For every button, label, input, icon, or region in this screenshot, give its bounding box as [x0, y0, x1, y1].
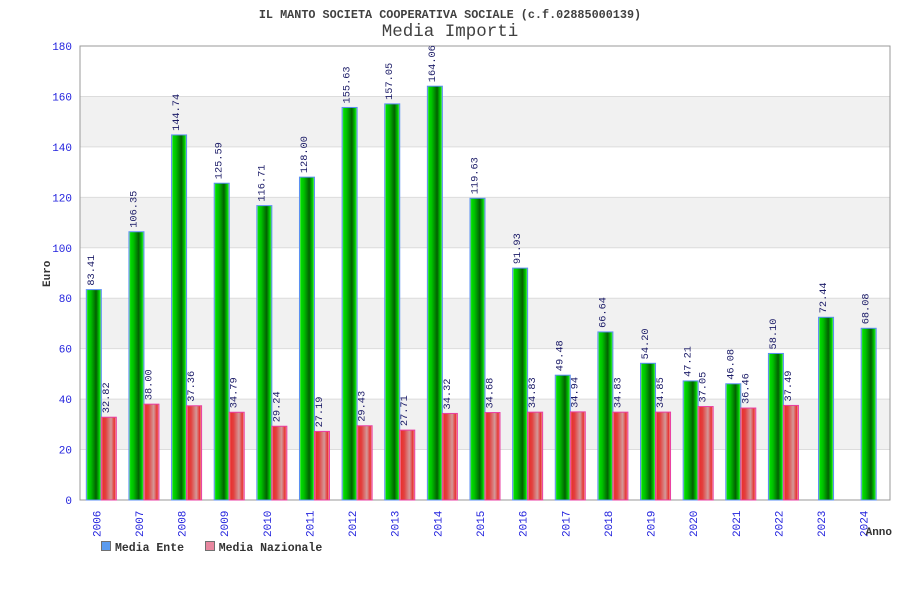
- svg-text:66.64: 66.64: [597, 297, 609, 328]
- svg-text:91.93: 91.93: [512, 233, 524, 264]
- svg-text:2009: 2009: [220, 511, 232, 537]
- svg-text:2018: 2018: [604, 511, 616, 537]
- svg-text:20: 20: [59, 446, 72, 458]
- svg-text:164.06: 164.06: [427, 45, 439, 82]
- svg-text:2007: 2007: [135, 511, 147, 537]
- svg-text:120: 120: [52, 193, 72, 205]
- svg-text:47.21: 47.21: [683, 346, 695, 377]
- svg-text:2021: 2021: [732, 510, 744, 537]
- svg-text:2016: 2016: [519, 511, 531, 537]
- svg-text:37.49: 37.49: [783, 371, 795, 402]
- svg-text:58.10: 58.10: [768, 319, 780, 350]
- svg-text:34.68: 34.68: [485, 378, 497, 409]
- svg-text:80: 80: [59, 294, 72, 306]
- svg-text:34.85: 34.85: [655, 377, 667, 408]
- svg-text:2010: 2010: [263, 511, 275, 537]
- svg-text:68.08: 68.08: [861, 293, 873, 324]
- svg-text:2012: 2012: [348, 511, 360, 537]
- svg-text:83.41: 83.41: [86, 255, 98, 286]
- svg-text:106.35: 106.35: [128, 191, 140, 228]
- svg-text:2022: 2022: [774, 511, 786, 537]
- svg-text:54.20: 54.20: [640, 328, 652, 359]
- svg-text:46.08: 46.08: [725, 349, 737, 380]
- svg-text:144.74: 144.74: [171, 94, 183, 131]
- svg-text:2006: 2006: [92, 511, 104, 537]
- svg-text:36.46: 36.46: [740, 373, 752, 404]
- svg-text:180: 180: [52, 42, 72, 54]
- svg-text:29.24: 29.24: [271, 391, 283, 422]
- svg-text:2013: 2013: [391, 511, 403, 537]
- svg-text:140: 140: [52, 143, 72, 155]
- svg-text:2017: 2017: [561, 511, 573, 537]
- svg-text:34.83: 34.83: [527, 377, 539, 408]
- svg-text:37.05: 37.05: [698, 372, 710, 403]
- svg-text:2019: 2019: [647, 511, 659, 537]
- svg-text:38.00: 38.00: [143, 369, 155, 400]
- svg-text:2020: 2020: [689, 511, 701, 537]
- svg-text:40: 40: [59, 395, 72, 407]
- svg-text:160: 160: [52, 92, 72, 104]
- svg-text:32.82: 32.82: [101, 382, 113, 413]
- svg-text:72.44: 72.44: [818, 282, 830, 313]
- svg-text:34.83: 34.83: [612, 377, 624, 408]
- svg-text:34.94: 34.94: [570, 377, 582, 408]
- svg-text:2015: 2015: [476, 511, 488, 537]
- svg-text:49.48: 49.48: [555, 340, 567, 371]
- svg-text:2023: 2023: [817, 511, 829, 537]
- svg-text:125.59: 125.59: [214, 142, 226, 179]
- svg-text:0: 0: [65, 496, 72, 508]
- svg-text:27.71: 27.71: [399, 395, 411, 426]
- svg-text:2008: 2008: [178, 511, 190, 537]
- svg-text:34.79: 34.79: [229, 377, 241, 408]
- svg-text:37.36: 37.36: [186, 371, 198, 402]
- svg-text:100: 100: [52, 244, 72, 256]
- svg-text:128.00: 128.00: [299, 136, 311, 173]
- svg-text:2011: 2011: [305, 510, 317, 537]
- svg-text:60: 60: [59, 345, 72, 357]
- svg-text:157.05: 157.05: [384, 63, 396, 100]
- svg-text:27.19: 27.19: [314, 397, 326, 428]
- svg-text:119.63: 119.63: [470, 157, 482, 194]
- svg-text:116.71: 116.71: [256, 165, 268, 202]
- svg-text:2014: 2014: [433, 510, 445, 537]
- svg-text:155.63: 155.63: [342, 66, 354, 103]
- svg-text:29.43: 29.43: [357, 391, 369, 422]
- svg-text:34.32: 34.32: [442, 379, 454, 410]
